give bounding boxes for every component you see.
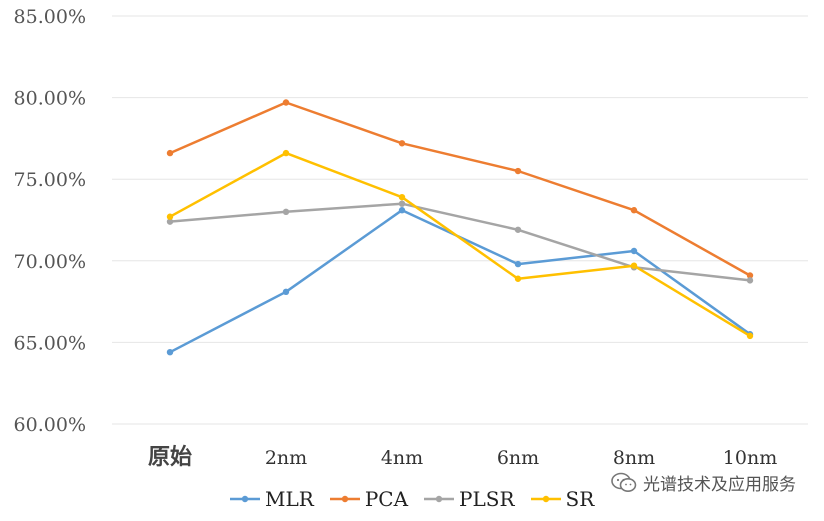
- y-tick-label: 60.00%: [14, 414, 86, 436]
- x-tick-label: 2nm: [265, 447, 307, 469]
- data-point-pca: [166, 149, 174, 157]
- watermark: 光谱技术及应用服务: [611, 470, 796, 495]
- data-point-plsr: [746, 277, 754, 284]
- data-point-pca: [746, 272, 754, 279]
- legend-label: MLR: [265, 487, 314, 511]
- data-point-plsr: [398, 200, 406, 207]
- series-line-plsr: [169, 202, 751, 282]
- data-point-mlr: [398, 207, 406, 214]
- legend-label: PLSR: [459, 487, 515, 511]
- series-lines: [166, 99, 754, 356]
- legend-item-sr: SR: [529, 487, 595, 511]
- y-tick-label: 70.00%: [14, 251, 86, 273]
- data-point-plsr: [166, 218, 174, 225]
- x-tick-label: 4nm: [381, 447, 423, 469]
- data-point-sr: [166, 213, 174, 220]
- legend-swatch: [530, 495, 561, 503]
- legend-label: SR: [565, 487, 595, 511]
- series-line-pca: [169, 101, 751, 277]
- y-axis-ticks: 60.00% 65.00% 70.00% 75.00% 80.00% 85.00%: [14, 6, 86, 436]
- series-line-mlr: [169, 208, 751, 354]
- data-point-sr: [746, 332, 754, 340]
- y-tick-label: 65.00%: [14, 332, 86, 354]
- data-point-plsr: [514, 226, 522, 233]
- y-tick-label: 75.00%: [14, 169, 86, 191]
- data-point-sr: [630, 262, 638, 269]
- data-point-mlr: [630, 247, 638, 255]
- data-point-mlr: [514, 260, 522, 268]
- data-point-pca: [514, 167, 522, 175]
- data-point-sr: [514, 275, 522, 282]
- data-point-mlr: [282, 288, 290, 296]
- wechat-icon: [611, 472, 637, 492]
- gridlines: [112, 15, 808, 425]
- x-tick-label: 10nm: [723, 447, 777, 469]
- data-point-pca: [282, 99, 290, 106]
- x-axis-ticks: 原始 2nm 4nm 6nm 8nm 10nm: [148, 444, 777, 470]
- legend-label: PCA: [364, 487, 409, 511]
- x-tick-label: 原始: [148, 444, 192, 470]
- legend-item-mlr: MLR: [228, 487, 314, 511]
- y-tick-label: 80.00%: [14, 88, 86, 110]
- legend-swatch: [424, 495, 455, 503]
- data-point-sr: [398, 193, 406, 201]
- watermark-text: 光谱技术及应用服务: [643, 475, 796, 495]
- data-point-mlr: [166, 348, 174, 356]
- data-point-pca: [630, 207, 638, 214]
- series-line-sr: [169, 151, 751, 337]
- legend-item-pca: PCA: [328, 487, 408, 511]
- legend: MLR PCA PLSR SR: [228, 487, 602, 511]
- legend-swatch: [230, 495, 260, 503]
- data-point-plsr: [282, 208, 290, 216]
- data-point-sr: [282, 149, 290, 157]
- x-tick-label: 8nm: [613, 447, 655, 469]
- y-tick-label: 85.00%: [14, 6, 86, 28]
- legend-swatch: [329, 495, 360, 503]
- legend-item-plsr: PLSR: [422, 487, 515, 511]
- data-point-pca: [398, 140, 406, 147]
- x-tick-label: 6nm: [497, 447, 539, 469]
